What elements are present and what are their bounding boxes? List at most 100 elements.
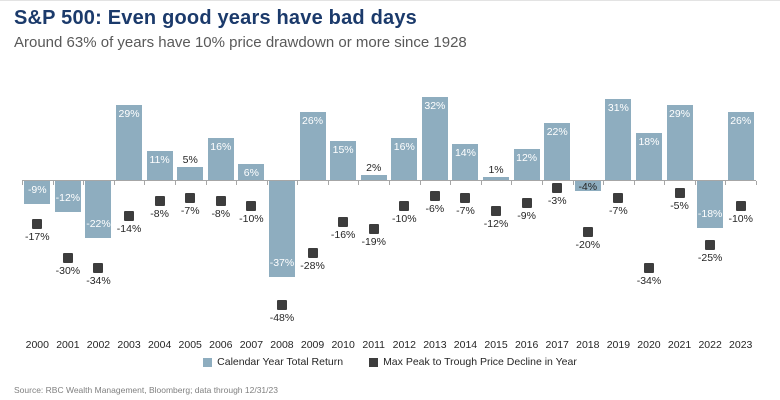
x-axis-tick — [419, 181, 421, 185]
bar-2008 — [268, 181, 295, 278]
x-label-2015: 2015 — [484, 339, 508, 351]
x-axis-tick — [297, 181, 299, 185]
x-label-2022: 2022 — [698, 339, 722, 351]
legend-item-total-return: Calendar Year Total Return — [203, 356, 343, 368]
bar-2001 — [54, 181, 81, 213]
bar-2012 — [391, 138, 418, 180]
marker-label-2014: -7% — [456, 205, 475, 218]
marker-label-2022: -25% — [697, 252, 723, 264]
x-label-2009: 2009 — [300, 339, 325, 351]
marker-label-2012: -10% — [392, 213, 417, 225]
x-label-2012: 2012 — [392, 339, 416, 351]
x-label-2020: 2020 — [637, 339, 661, 351]
bar-2003 — [116, 104, 143, 180]
marker-label-2019: -7% — [609, 205, 628, 218]
bar-label-2019: 31% — [607, 102, 629, 115]
page-title: S&P 500: Even good years have bad days — [14, 7, 417, 29]
x-label-2011: 2011 — [362, 339, 385, 351]
x-label-2018: 2018 — [576, 339, 600, 351]
marker-label-2005: -7% — [180, 205, 200, 218]
x-label-2016: 2016 — [514, 339, 539, 351]
x-label-2014: 2014 — [453, 339, 478, 351]
marker-2005 — [185, 193, 196, 204]
marker-label-2003: -14% — [116, 223, 142, 236]
bar-label-2015: 1% — [488, 164, 504, 177]
x-axis-tick — [144, 181, 146, 185]
x-axis-tick — [664, 181, 666, 185]
bar-label-2016: 12% — [516, 151, 538, 164]
bar-2020 — [635, 133, 662, 180]
bar-label-2005: 5% — [182, 154, 198, 166]
marker-2020 — [643, 263, 654, 274]
marker-label-2018: -20% — [575, 239, 601, 251]
bar-label-2014: 14% — [454, 146, 476, 159]
chart-legend: Calendar Year Total Return Max Peak to T… — [0, 356, 780, 368]
marker-2008 — [276, 299, 287, 310]
marker-label-2002: -34% — [86, 275, 111, 288]
bar-label-2020: 18% — [638, 136, 660, 149]
bar-2009 — [299, 112, 326, 180]
bar-2015 — [483, 177, 510, 180]
marker-2007 — [246, 201, 257, 211]
marker-2003 — [124, 211, 135, 222]
marker-2001 — [62, 253, 73, 263]
x-axis-tick — [83, 181, 85, 185]
marker-label-2021: -5% — [670, 200, 689, 212]
x-axis-tick — [52, 181, 54, 185]
marker-label-2017: -3% — [547, 194, 567, 207]
x-axis-tick — [480, 181, 482, 185]
bar-2007 — [238, 164, 265, 180]
bar-label-2009: 26% — [302, 115, 324, 128]
x-label-2000: 2000 — [25, 339, 49, 351]
bar-2017 — [544, 122, 571, 180]
bar-label-2012: 16% — [393, 141, 415, 154]
bar-2023 — [727, 112, 754, 180]
x-label-2021: 2021 — [667, 339, 692, 351]
x-label-2001: 2001 — [56, 339, 80, 351]
marker-2009 — [307, 247, 318, 258]
bar-label-2022: -18% — [697, 207, 723, 220]
x-axis-tick — [572, 181, 574, 185]
marker-label-2015: -12% — [483, 218, 509, 231]
legend-swatch-bar-icon — [203, 357, 213, 367]
x-label-2013: 2013 — [423, 339, 447, 351]
bar-2004 — [146, 151, 173, 180]
marker-2019 — [613, 193, 624, 204]
marker-label-2016: -9% — [517, 210, 536, 223]
bar-2013 — [421, 96, 448, 180]
marker-2018 — [582, 227, 593, 237]
bar-2011 — [360, 174, 387, 180]
x-axis-tick — [450, 181, 452, 185]
marker-2014 — [460, 193, 471, 204]
bar-2018 — [574, 181, 601, 192]
x-label-2003: 2003 — [117, 339, 141, 351]
marker-2004 — [154, 195, 165, 206]
bar-2016 — [513, 148, 540, 180]
x-axis-tick — [541, 181, 543, 185]
marker-2000 — [32, 219, 43, 230]
x-axis-tick — [327, 181, 329, 185]
x-axis-tick — [236, 181, 238, 185]
marker-label-2000: -17% — [25, 231, 50, 244]
marker-label-2023: -10% — [728, 213, 753, 225]
bar-label-2000: -9% — [27, 184, 47, 197]
marker-2006 — [215, 195, 226, 206]
bar-label-2008: -37% — [269, 257, 295, 270]
x-axis-tick — [511, 181, 513, 185]
bar-label-2017: 22% — [546, 125, 568, 138]
marker-label-2009: -28% — [300, 259, 325, 272]
x-axis-tick — [694, 181, 696, 185]
bar-2019 — [605, 99, 632, 180]
bar-label-2007: 6% — [243, 167, 259, 180]
marker-2015 — [491, 206, 502, 217]
bar-label-2018: -4% — [578, 181, 598, 193]
x-axis-tick — [205, 181, 207, 185]
x-axis-tick — [266, 181, 268, 185]
x-axis-tick — [358, 181, 360, 185]
x-axis-tick — [22, 181, 23, 185]
legend-item-max-decline: Max Peak to Trough Price Decline in Year — [369, 356, 577, 368]
page-subtitle: Around 63% of years have 10% price drawd… — [14, 34, 467, 51]
legend-label-total-return: Calendar Year Total Return — [217, 356, 344, 368]
x-axis-line — [22, 180, 756, 181]
